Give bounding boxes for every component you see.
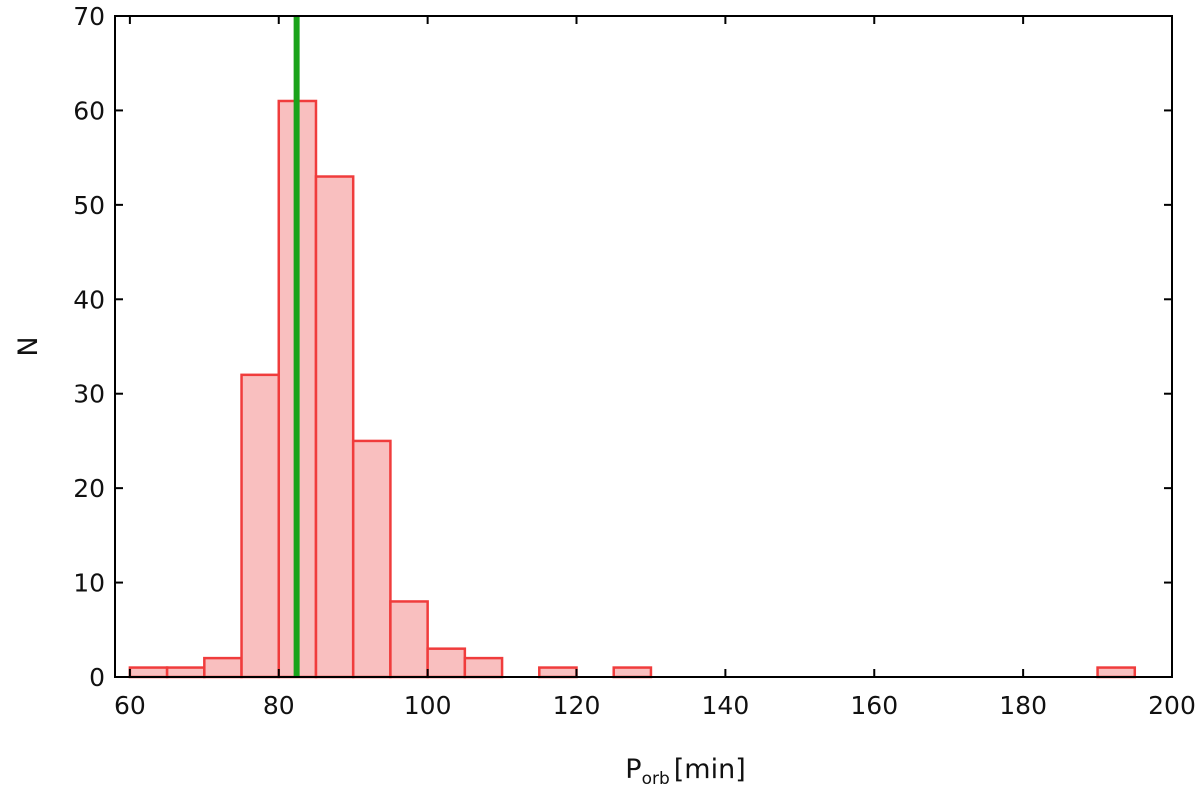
x-tick-label: 60 [114,691,146,720]
y-tick-label: 70 [73,2,105,31]
histogram-bar [389,600,429,679]
x-tick-label: 200 [1148,691,1196,720]
x-axis-label-subscript: orb [642,769,670,789]
histogram-bar [165,666,206,679]
x-axis-label-unit: [min] [674,754,746,785]
x-tick-label: 160 [850,691,898,720]
histogram-bar [203,656,243,679]
histogram-bar [463,656,504,679]
histogram-bar [1096,666,1137,679]
histogram-bar [612,666,653,679]
x-axis-ticks: 60 80 100 120 140 160 180 200 [114,16,1196,720]
y-tick-label: 60 [73,96,105,125]
histogram-bar [426,647,467,679]
y-tick-label: 40 [73,285,105,314]
plot-frame [114,15,1173,678]
x-tick-label: 180 [999,691,1047,720]
histogram-bar [538,666,578,679]
x-axis-label: Porb [min] [625,754,745,789]
y-axis-ticks: 0 10 20 30 40 50 60 70 [73,2,1172,692]
y-tick-label: 30 [73,380,105,409]
x-tick-label: 80 [263,691,295,720]
y-tick-label: 50 [73,191,105,220]
x-axis-label-main: P [625,754,641,785]
histogram-bars [128,99,1137,679]
y-axis-label: N [13,336,44,356]
y-tick-label: 20 [73,474,105,503]
y-tick-label: 0 [89,663,105,692]
x-tick-label: 140 [702,691,750,720]
x-tick-label: 120 [553,691,601,720]
y-tick-label: 10 [73,569,105,598]
histogram-bar [128,666,169,679]
histogram-bar [314,175,355,679]
histogram-bar [240,373,281,679]
x-tick-label: 100 [404,691,452,720]
histogram-bar [351,439,392,679]
